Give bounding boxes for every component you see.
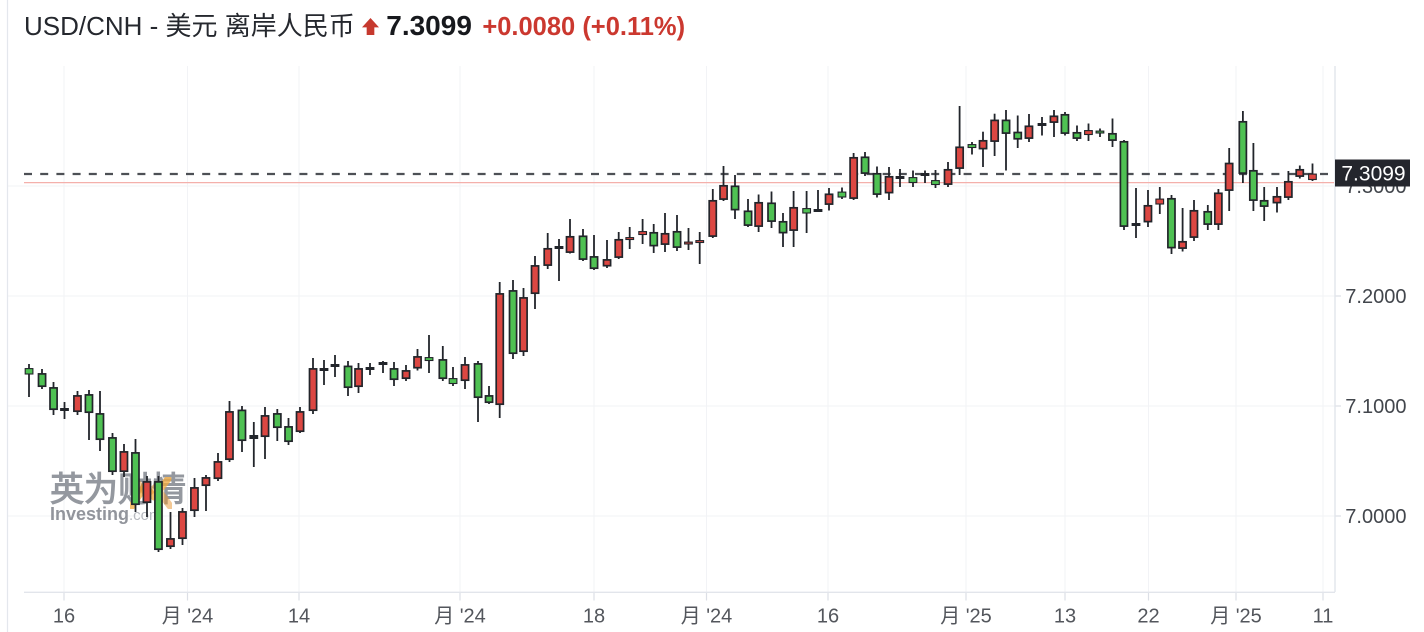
svg-text:13: 13 <box>1054 606 1076 628</box>
svg-text:16: 16 <box>53 606 75 628</box>
svg-text:7.2000: 7.2000 <box>1345 286 1406 308</box>
svg-text:18: 18 <box>583 606 605 628</box>
svg-text:月 '24: 月 '24 <box>434 606 486 628</box>
svg-text:月 '25: 月 '25 <box>1210 606 1262 628</box>
svg-text:14: 14 <box>288 606 310 628</box>
svg-text:22: 22 <box>1137 606 1159 628</box>
svg-text:7.1000: 7.1000 <box>1345 396 1406 418</box>
svg-text:月 '25: 月 '25 <box>940 606 992 628</box>
svg-text:16: 16 <box>817 606 839 628</box>
svg-text:月 '24: 月 '24 <box>681 606 733 628</box>
svg-text:11: 11 <box>1313 606 1334 628</box>
svg-text:7.3099: 7.3099 <box>1341 162 1405 185</box>
svg-text:7.0000: 7.0000 <box>1345 506 1406 528</box>
svg-text:月 '24: 月 '24 <box>162 606 214 628</box>
